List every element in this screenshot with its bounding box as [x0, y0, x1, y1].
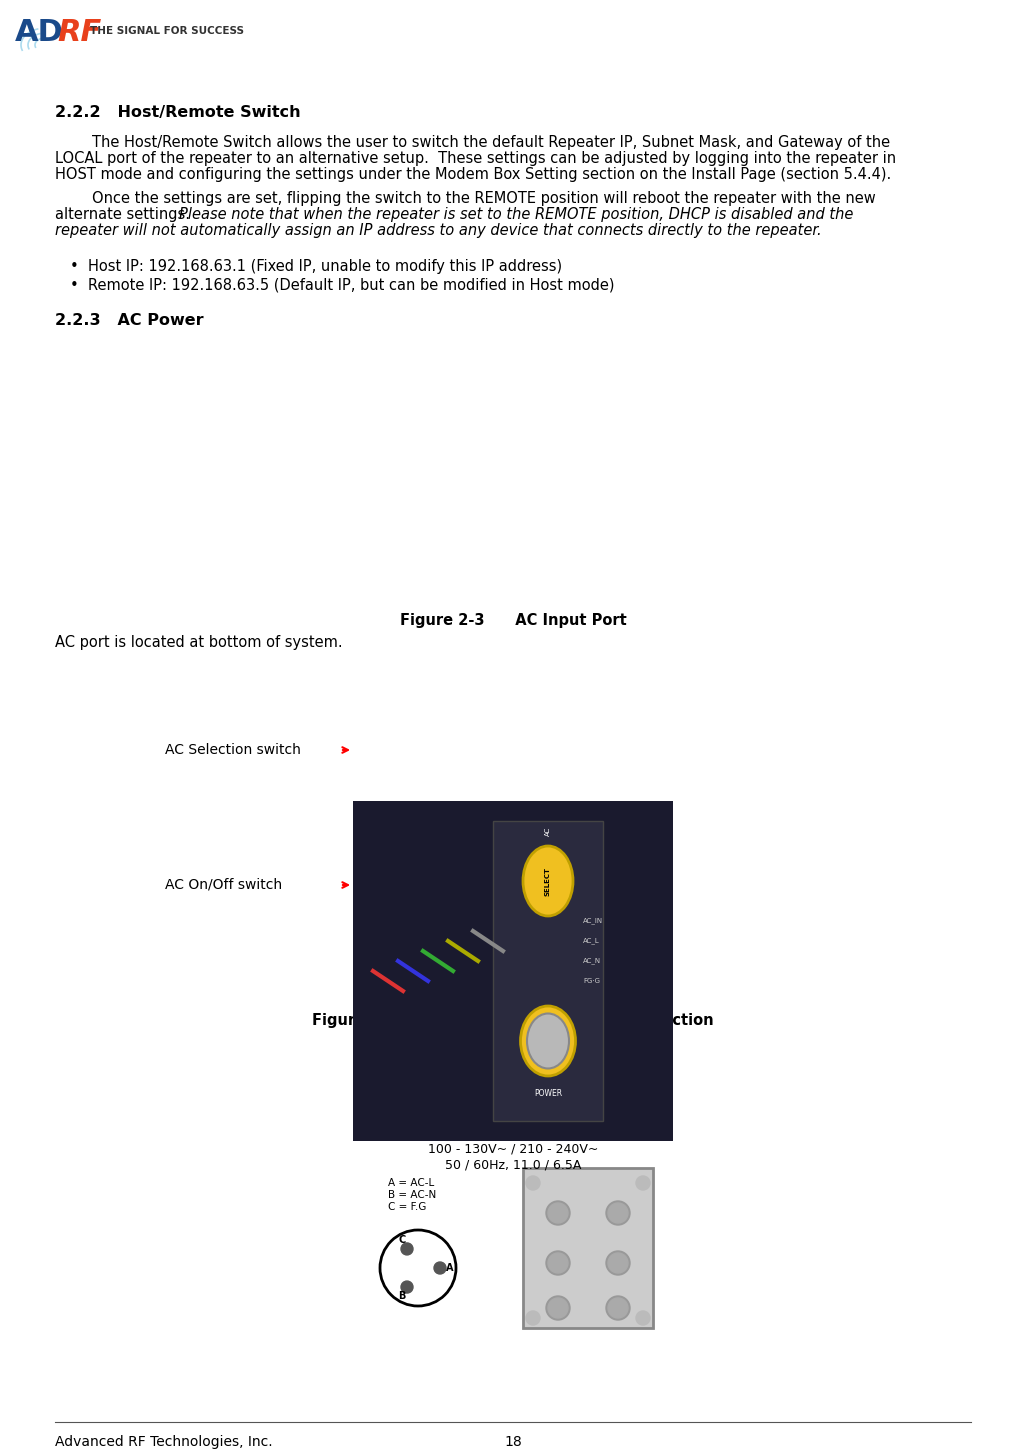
Text: C: C — [398, 1235, 405, 1245]
Circle shape — [401, 1281, 413, 1293]
Bar — [523, 1168, 653, 1328]
Text: Figure 2-3      AC Input Port: Figure 2-3 AC Input Port — [399, 613, 627, 628]
Text: THE SIGNAL FOR SUCCESS: THE SIGNAL FOR SUCCESS — [90, 26, 244, 36]
Text: B: B — [398, 1290, 405, 1300]
Text: AC port is located at bottom of system.: AC port is located at bottom of system. — [55, 635, 343, 649]
Text: 18: 18 — [504, 1436, 522, 1449]
Circle shape — [546, 1201, 570, 1224]
Text: POWER: POWER — [534, 1089, 562, 1098]
Text: Advanced RF Technologies, Inc.: Advanced RF Technologies, Inc. — [55, 1436, 273, 1449]
Circle shape — [548, 1297, 568, 1318]
Circle shape — [606, 1296, 630, 1321]
Text: 2.2.2   Host/Remote Switch: 2.2.2 Host/Remote Switch — [55, 105, 301, 119]
Circle shape — [606, 1251, 630, 1275]
Text: •  Host IP: 192.168.63.1 (Fixed IP, unable to modify this IP address): • Host IP: 192.168.63.1 (Fixed IP, unabl… — [70, 259, 562, 274]
Text: AC_N: AC_N — [583, 958, 601, 964]
Ellipse shape — [523, 846, 573, 916]
Circle shape — [636, 1310, 650, 1325]
Text: AC On/Off switch: AC On/Off switch — [165, 878, 282, 893]
Circle shape — [608, 1297, 628, 1318]
Ellipse shape — [527, 1013, 569, 1069]
Text: Figure 2-4      AC On/Off Switch and AC Selection: Figure 2-4 AC On/Off Switch and AC Selec… — [312, 1013, 714, 1028]
Text: alternate settings.: alternate settings. — [55, 207, 199, 221]
Circle shape — [608, 1203, 628, 1223]
Text: AC Selection switch: AC Selection switch — [165, 743, 301, 757]
Circle shape — [606, 1201, 630, 1224]
Text: The Host/Remote Switch allows the user to switch the default Repeater IP, Subnet: The Host/Remote Switch allows the user t… — [55, 135, 891, 150]
Text: AC: AC — [545, 827, 551, 836]
Text: •  Remote IP: 192.168.63.5 (Default IP, but can be modified in Host mode): • Remote IP: 192.168.63.5 (Default IP, b… — [70, 277, 615, 293]
Circle shape — [636, 1176, 650, 1190]
Text: 50 / 60Hz, 11.0 / 6.5A: 50 / 60Hz, 11.0 / 6.5A — [445, 1158, 581, 1171]
Text: SELECT: SELECT — [545, 866, 551, 895]
Text: C = F.G: C = F.G — [388, 1203, 427, 1211]
Text: AD: AD — [15, 17, 64, 47]
Text: RF: RF — [57, 17, 102, 47]
Text: FG·G: FG·G — [583, 978, 600, 984]
Text: 100 - 130V~ / 210 - 240V~: 100 - 130V~ / 210 - 240V~ — [428, 1143, 598, 1156]
Circle shape — [608, 1254, 628, 1273]
Circle shape — [526, 1176, 540, 1190]
Circle shape — [548, 1203, 568, 1223]
Text: B = AC-N: B = AC-N — [388, 1190, 436, 1200]
Text: A: A — [446, 1262, 453, 1273]
Text: HOST mode and configuring the settings under the Modem Box Setting section on th: HOST mode and configuring the settings u… — [55, 167, 892, 182]
Circle shape — [434, 1262, 446, 1274]
Text: A = AC-L: A = AC-L — [388, 1178, 434, 1188]
Circle shape — [546, 1296, 570, 1321]
Text: Once the settings are set, flipping the switch to the REMOTE position will reboo: Once the settings are set, flipping the … — [55, 191, 876, 205]
Text: Please note that when the repeater is set to the REMOTE position, DHCP is disabl: Please note that when the repeater is se… — [179, 207, 854, 221]
Text: LOCAL port of the repeater to an alternative setup.  These settings can be adjus: LOCAL port of the repeater to an alterna… — [55, 151, 896, 166]
Ellipse shape — [520, 1006, 576, 1076]
Circle shape — [546, 1251, 570, 1275]
Circle shape — [526, 1310, 540, 1325]
Text: AC_L: AC_L — [583, 938, 600, 945]
Bar — [494, 821, 603, 1121]
Text: AC IN: AC IN — [483, 1123, 543, 1142]
Text: 2.2.3   AC Power: 2.2.3 AC Power — [55, 313, 203, 328]
Text: repeater will not automatically assign an IP address to any device that connects: repeater will not automatically assign a… — [55, 223, 822, 237]
Circle shape — [401, 1243, 413, 1255]
Circle shape — [548, 1254, 568, 1273]
Text: AC_IN: AC_IN — [583, 917, 603, 925]
